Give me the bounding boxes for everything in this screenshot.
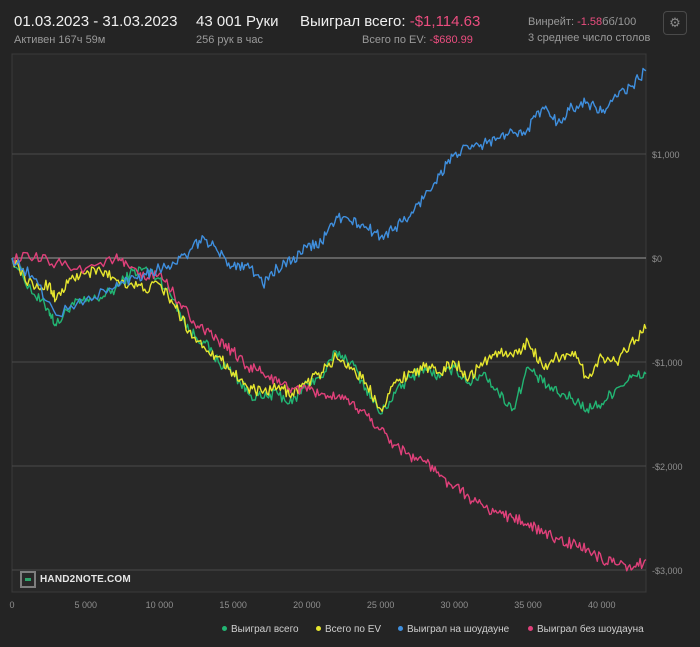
gear-icon[interactable]: ⚙ (663, 11, 687, 35)
x-tick-label: 15 000 (219, 600, 247, 610)
legend-dot (222, 625, 227, 631)
hands-per-hour: 256 рук в час (196, 34, 264, 46)
x-tick-label: 20 000 (293, 600, 321, 610)
x-tick-label: 30 000 (441, 600, 469, 610)
series-line-3 (11, 251, 647, 572)
won-total: Выиграл всего: -$1,114.63 (300, 13, 480, 30)
y-tick-label: $0 (652, 254, 662, 264)
legend-item-ev[interactable]: Всего по EV (316, 624, 381, 635)
legend-item-showdown[interactable]: Выиграл на шоудауне (398, 624, 509, 635)
winrate-unit: бб/100 (602, 16, 637, 28)
legend-item-won-total[interactable]: Выиграл всего (222, 624, 299, 635)
active-time: Активен 167ч 59м (14, 34, 106, 46)
legend-label: Выиграл всего (231, 624, 299, 635)
x-tick-label: 25 000 (367, 600, 395, 610)
hands-count: 43 001 Руки (196, 13, 279, 30)
plot-area (11, 53, 647, 593)
x-tick-label: 40 000 (588, 600, 616, 610)
legend-dot (528, 625, 533, 631)
ev-total: Всего по EV: -$680.99 (362, 34, 473, 46)
x-tick-label: 35 000 (514, 600, 542, 610)
avg-tables: 3 среднее число столов (528, 32, 651, 44)
winrate-label: Винрейт: (528, 16, 575, 28)
date-range[interactable]: 01.03.2023 - 31.03.2023 (14, 13, 178, 30)
logo-text: HAND2NOTE.COM (40, 574, 131, 585)
legend-dot (316, 625, 321, 631)
won-total-label: Выиграл всего: (300, 13, 406, 30)
winrate-value: -1.58 (577, 16, 603, 28)
x-tick-label: 0 (9, 600, 14, 610)
legend-label: Выиграл без шоудауна (537, 624, 644, 635)
winrate: Винрейт: -1.58бб/100 (528, 16, 636, 28)
y-tick-label: $1,000 (652, 150, 680, 160)
legend-label: Всего по EV (325, 624, 382, 635)
won-total-value: -$1,114.63 (409, 13, 481, 30)
legend-label: Выиграл на шоудауне (407, 624, 510, 635)
y-tick-label: -$3,000 (652, 566, 683, 576)
legend-dot (398, 625, 403, 631)
legend-item-non-showdown[interactable]: Выиграл без шоудауна (528, 624, 644, 635)
ev-total-value: -$680.99 (429, 34, 473, 46)
y-tick-label: -$2,000 (652, 462, 683, 472)
hand2note-logo-icon (20, 571, 36, 588)
hand2note-logo: HAND2NOTE.COM (20, 571, 131, 588)
y-tick-label: -$1,000 (652, 358, 683, 368)
x-tick-label: 5 000 (74, 600, 97, 610)
series-line-2 (11, 67, 647, 318)
ev-total-label: Всего по EV: (362, 34, 427, 46)
x-tick-label: 10 000 (146, 600, 174, 610)
series-line-1 (11, 257, 647, 412)
